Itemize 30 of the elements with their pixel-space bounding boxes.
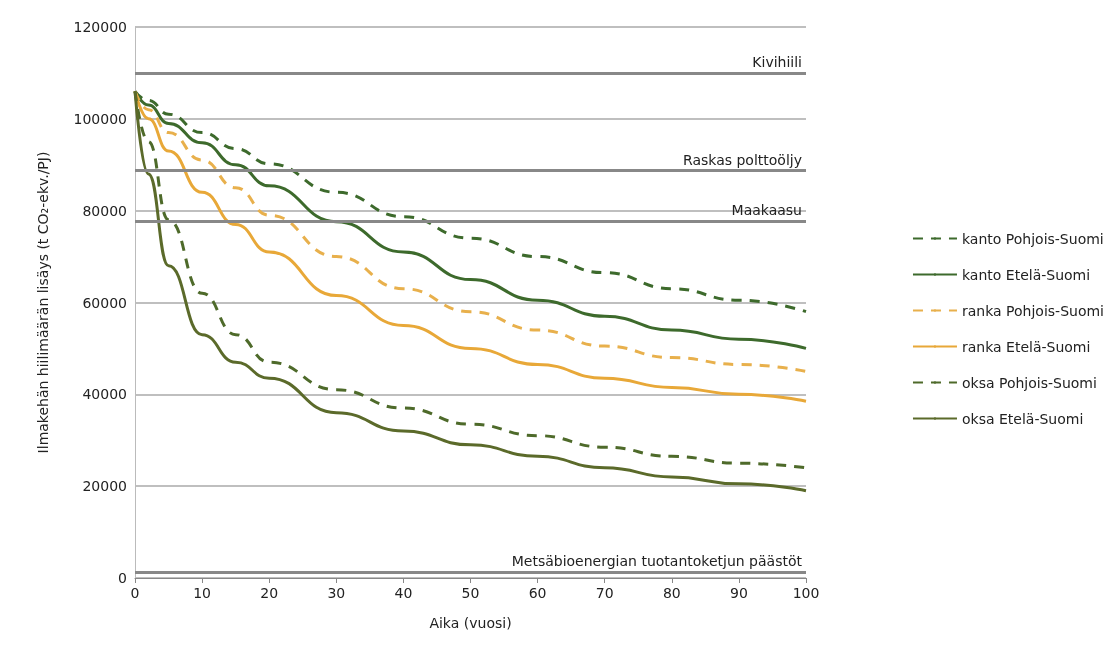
y-tick-label: 0 — [118, 570, 127, 586]
x-tick-label: 60 — [528, 585, 547, 601]
y-tick-label: 120000 — [73, 19, 127, 35]
legend-label: kanto Pohjois-Suomi — [961, 230, 1104, 247]
x-tick-label: 100 — [792, 585, 820, 601]
legend-label: oksa Pohjois-Suomi — [961, 374, 1097, 391]
x-tick-label: 70 — [595, 585, 614, 601]
x-tick-label: 0 — [130, 585, 140, 601]
x-tick-label: 50 — [461, 585, 480, 601]
y-tick-label: 20000 — [82, 478, 127, 495]
x-tick-label: 80 — [662, 585, 681, 601]
y-tick-label: 60000 — [82, 294, 127, 311]
x-tick-label: 90 — [729, 585, 748, 601]
x-axis-title: Aika (vuosi) — [429, 615, 512, 631]
legend-label: oksa Etelä-Suomi — [961, 410, 1084, 427]
ref-line-label: Kivihiili — [752, 53, 802, 70]
y-tick-label: 80000 — [82, 202, 127, 219]
y-tick-label: 40000 — [82, 386, 127, 403]
ref-line-label: Maakaasu — [731, 201, 802, 218]
legend-label: ranka Pohjois-Suomi — [961, 302, 1105, 319]
y-tick-label: 100000 — [73, 110, 127, 127]
legend-label: kanto Etelä-Suomi — [961, 266, 1091, 283]
ref-line-label: Raskas polttoöljy — [683, 151, 802, 168]
x-tick-label: 10 — [193, 585, 212, 601]
legend-label: ranka Etelä-Suomi — [961, 338, 1091, 355]
ref-line-label: Metsäbioenergian tuotantoketjun päästöt — [511, 553, 803, 570]
y-axis-title: Ilmakehän hiilimäärän lisäys (t CO₂-ekv./PJ) — [35, 151, 51, 454]
x-tick-label: 20 — [260, 585, 279, 601]
x-tick-label: 30 — [327, 585, 346, 601]
x-tick-label: 40 — [394, 585, 413, 601]
